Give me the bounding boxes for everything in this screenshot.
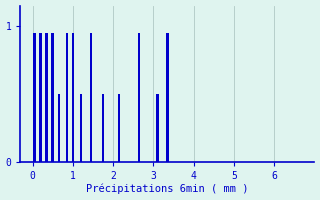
Bar: [90, 33, 92, 162]
Bar: [58, 94, 60, 162]
Bar: [118, 94, 120, 162]
Bar: [156, 94, 159, 162]
Bar: [72, 33, 74, 162]
Bar: [166, 33, 169, 162]
Bar: [45, 33, 48, 162]
X-axis label: Précipitations 6min ( mm ): Précipitations 6min ( mm ): [86, 184, 249, 194]
Bar: [52, 33, 54, 162]
Bar: [33, 33, 36, 162]
Bar: [102, 94, 104, 162]
Bar: [66, 33, 68, 162]
Bar: [80, 94, 82, 162]
Bar: [39, 33, 42, 162]
Bar: [138, 33, 140, 162]
